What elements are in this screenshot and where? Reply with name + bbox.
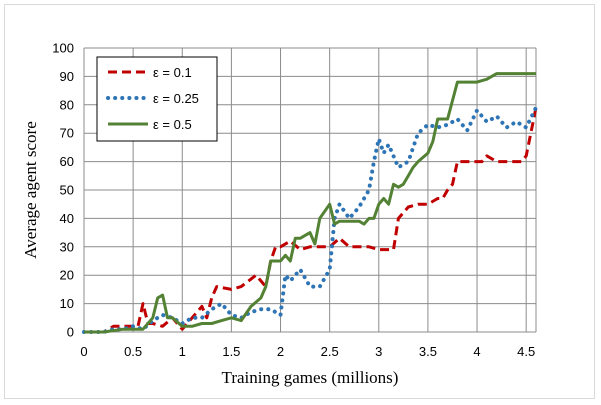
series-line-1 [84, 107, 538, 334]
y-tick-label: 40 [60, 211, 74, 226]
x-axis-title: Training games (millions) [222, 368, 399, 387]
y-tick-label: 80 [60, 97, 74, 112]
y-tick-label: 30 [60, 239, 74, 254]
x-tick-label: 2.5 [321, 344, 339, 359]
x-tick-label: 4 [473, 344, 480, 359]
y-tick-label: 100 [52, 41, 74, 56]
x-axis-ticks: 0 0.5 1 1.5 2 2.5 3 3.5 4 4.5 [80, 344, 535, 359]
series-line-3 [84, 72, 536, 334]
x-tick-label: 2 [277, 344, 284, 359]
legend-label-3: ε = 0.5 [153, 117, 192, 132]
legend-label-1: ε = 0.1 [153, 65, 192, 80]
x-tick-label: 4.5 [517, 344, 535, 359]
y-tick-label: 70 [60, 126, 74, 141]
x-tick-label: 1.5 [222, 344, 240, 359]
y-axis-title: Average agent score [21, 121, 40, 259]
x-tick-label: 3 [375, 344, 382, 359]
y-tick-label: 90 [60, 69, 74, 84]
x-tick-label: 0.5 [124, 344, 142, 359]
y-tick-label: 0 [67, 325, 74, 340]
y-axis-ticks: 0 10 20 30 40 50 60 70 80 90 100 [52, 41, 74, 340]
x-tick-label: 1 [179, 344, 186, 359]
y-tick-label: 10 [60, 296, 74, 311]
x-tick-label: 3.5 [419, 344, 437, 359]
series-line-2 [82, 105, 538, 334]
y-tick-label: 50 [60, 183, 74, 198]
y-tick-label: 60 [60, 154, 74, 169]
series-lines [82, 72, 538, 334]
x-tick-label: 0 [80, 344, 87, 359]
legend-label-2: ε = 0.25 [153, 91, 199, 106]
y-tick-label: 20 [60, 268, 74, 283]
legend: ε = 0.1 ε = 0.25 ε = 0.5 [96, 56, 218, 142]
